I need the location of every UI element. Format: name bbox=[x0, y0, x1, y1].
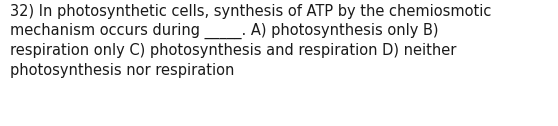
Text: 32) In photosynthetic cells, synthesis of ATP by the chemiosmotic
mechanism occu: 32) In photosynthetic cells, synthesis o… bbox=[10, 4, 492, 78]
